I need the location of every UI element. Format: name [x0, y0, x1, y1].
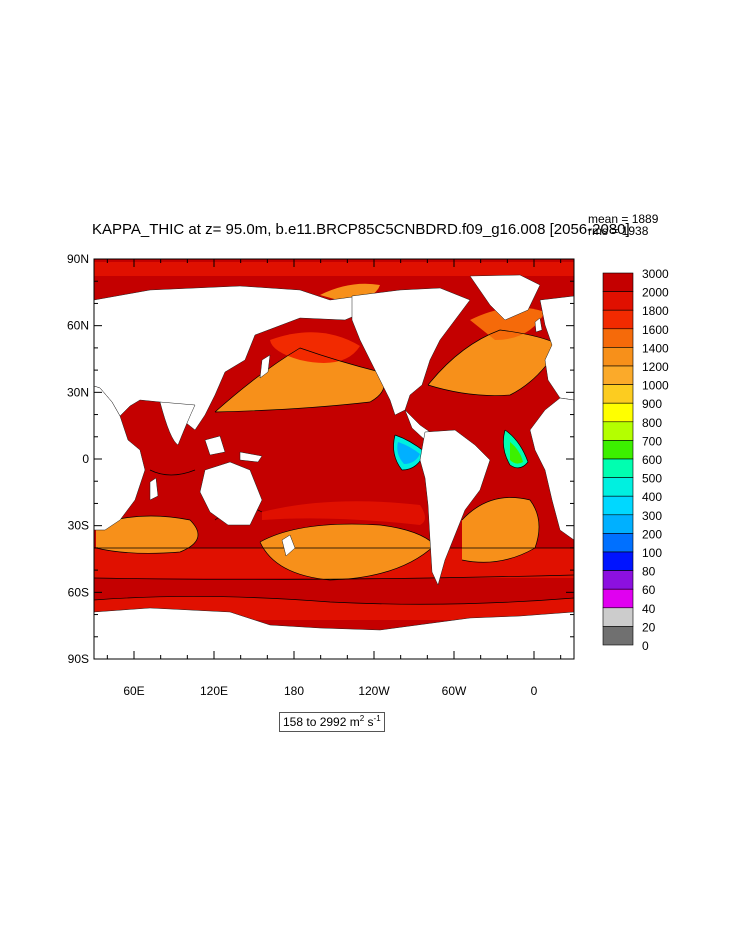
colorbar-box [602, 402, 634, 423]
lat-tick-label: 30S [68, 519, 89, 533]
mean-value: mean = 1889 [588, 212, 659, 226]
colorbar-box [602, 533, 634, 553]
colorbar-label: 1200 [642, 360, 669, 374]
lat-tick-label: 30N [67, 385, 89, 399]
lon-tick-label: 0 [531, 684, 538, 698]
west-africa-low-core [510, 442, 523, 464]
south-indian-orange [96, 516, 198, 554]
land-africa [94, 385, 146, 531]
subpolar-atlantic [470, 307, 545, 340]
land-antarctica [94, 607, 574, 659]
colorbar-label: 1000 [642, 379, 669, 393]
land-greenland [469, 274, 541, 321]
axis-tick-labels: 90N 60N 30N 0 30S 60S 90S 60E 120E 180 120W 60W 0 [67, 252, 538, 698]
colorbar-box [602, 458, 634, 478]
land-europe [539, 295, 574, 401]
land-australia [199, 461, 263, 526]
colorbar-box [602, 291, 634, 311]
lon-tick-label: 120W [358, 684, 390, 698]
plot-stats: mean = 1889 rms = 1938 [588, 213, 658, 237]
colorbar-box [602, 421, 634, 441]
range-mid: s [364, 715, 374, 729]
range-exp1: 2 [359, 714, 365, 723]
north-pacific-red [270, 332, 360, 363]
colorbar-label: 3000 [642, 267, 669, 281]
rms-value: rms = 1938 [588, 224, 649, 238]
colorbar-box [602, 365, 634, 385]
lat-tick-label: 60S [68, 585, 89, 599]
land [94, 274, 574, 659]
colorbar-label: 0 [642, 639, 649, 653]
arctic-strip [94, 262, 574, 276]
colorbar-label: 20 [642, 620, 656, 634]
north-atlantic-orange [428, 330, 560, 396]
range-exp2: -1 [373, 714, 381, 723]
colorbar-label: 900 [642, 397, 662, 411]
east-pacific-low-core [397, 442, 420, 464]
colorbar-box [602, 551, 634, 571]
colorbar-box [602, 607, 634, 627]
lat-tick-label: 60N [67, 319, 89, 333]
land-india [159, 401, 196, 446]
colorbar-label: 800 [642, 416, 662, 430]
colorbar-box [602, 570, 634, 590]
colorbar-box [602, 384, 634, 404]
colorbar-label: 1400 [642, 341, 669, 355]
range-prefix: 158 to 2992 m [283, 715, 360, 729]
colorbar-box [602, 309, 634, 330]
lon-tick-label: 120E [200, 684, 228, 698]
colorbar-label: 40 [642, 602, 656, 616]
south-pacific-red [262, 501, 425, 525]
colorbar-box [602, 514, 634, 534]
land-borneo [204, 435, 226, 456]
lat-tick-label: 90S [68, 652, 89, 666]
south-atlantic-orange [462, 497, 539, 563]
colorbar-label: 300 [642, 509, 662, 523]
lon-tick-label: 60E [123, 684, 144, 698]
colorbar-label: 600 [642, 453, 662, 467]
range-label: 158 to 2992 m2 s-1 [279, 712, 385, 732]
colorbar-label: 1800 [642, 304, 669, 318]
land-uk [534, 317, 543, 333]
lon-tick-label: 60W [442, 684, 467, 698]
colorbar-box [602, 347, 634, 367]
land-west-africa [529, 397, 574, 541]
colorbar-box [602, 272, 634, 292]
plot-title: KAPPA_THIC at z= 95.0m, b.e11.BRCP85C5CN… [92, 221, 630, 238]
colorbar-label: 200 [642, 527, 662, 541]
colorbar-label: 80 [642, 565, 656, 579]
colorbar-box [602, 588, 634, 609]
lat-tick-label: 90N [67, 252, 89, 266]
map-field [94, 259, 574, 659]
colorbar-box [602, 626, 634, 646]
land-south-america [419, 429, 491, 586]
north-pacific-orange [215, 348, 385, 412]
lat-tick-label: 0 [82, 452, 89, 466]
colorbar-label: 1600 [642, 323, 669, 337]
land-new-zealand [281, 534, 296, 557]
colorbar-label: 60 [642, 583, 656, 597]
axis-ticks [94, 258, 574, 660]
colorbar-box [602, 328, 634, 348]
contours [94, 329, 574, 605]
land-japan [259, 354, 271, 379]
colorbar: 3000200018001600140012001000900800700600… [602, 267, 669, 653]
colorbar-label: 500 [642, 472, 662, 486]
colorbar-label: 400 [642, 490, 662, 504]
colorbar-label: 2000 [642, 286, 669, 300]
south-pacific-orange [260, 524, 435, 580]
land-north-america [351, 287, 471, 416]
land-madagascar [149, 477, 159, 501]
colorbar-label: 100 [642, 546, 662, 560]
colorbar-box [602, 495, 634, 516]
colorbar-label: 700 [642, 434, 662, 448]
colorbar-box [602, 477, 634, 497]
southern-ocean-band-2 [94, 578, 574, 596]
land-newguinea [239, 451, 263, 463]
lon-tick-label: 180 [284, 684, 304, 698]
colorbar-box [602, 440, 634, 460]
